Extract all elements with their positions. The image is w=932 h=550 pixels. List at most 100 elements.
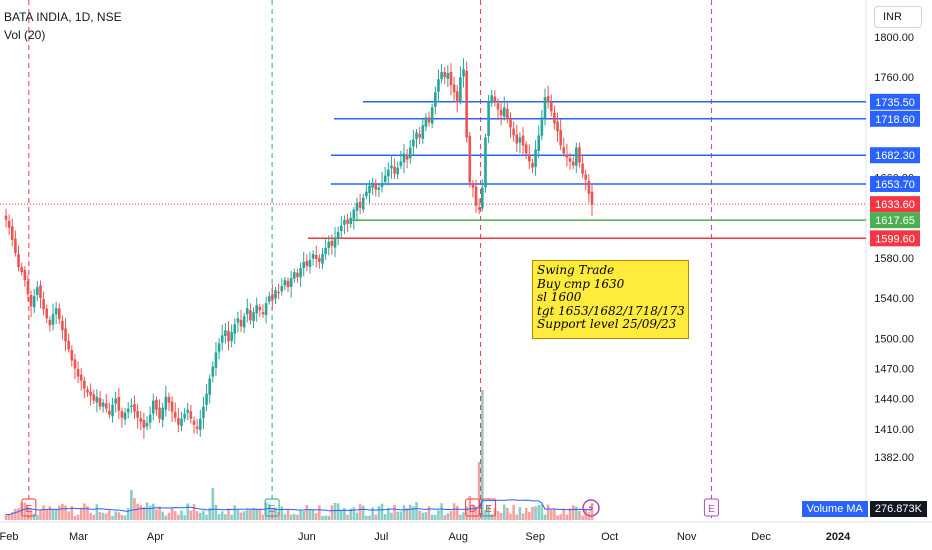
candle-body (95, 396, 99, 403)
volume-bar (446, 513, 450, 520)
candle-body (390, 165, 393, 169)
candle-body (189, 411, 193, 419)
candle-body (481, 187, 484, 209)
time-tick-label: Sep (525, 531, 545, 543)
event-badge-label: E (708, 504, 715, 515)
volume-bar (130, 490, 133, 520)
candle-body (465, 70, 468, 138)
candle-body (493, 96, 497, 102)
volume-bar (449, 511, 453, 520)
volume-bar (402, 505, 406, 520)
volume-bar (399, 511, 403, 520)
volume-bar (490, 514, 494, 520)
candle-body (151, 400, 155, 414)
volume-bar (318, 505, 321, 520)
volume-bar (208, 507, 211, 520)
time-tick-label: Jul (374, 531, 388, 543)
volume-bar (440, 503, 443, 520)
volume-bar (245, 508, 249, 520)
volume-bar (189, 510, 193, 520)
candle-body (111, 404, 114, 417)
symbol-title[interactable]: BATA INDIA, 1D, NSE (4, 10, 122, 24)
candle-body (399, 161, 403, 166)
candle-body (562, 147, 566, 154)
volume-bar (29, 509, 33, 520)
volume-bar (151, 503, 155, 520)
volume-bar (565, 514, 569, 520)
volume-bar (249, 509, 252, 520)
volume-bar (264, 502, 268, 520)
volume-indicator-label[interactable]: Vol (20) (4, 28, 46, 42)
volume-bar (177, 514, 180, 520)
candle-body (14, 238, 17, 253)
candle-body (161, 407, 164, 421)
volume-bar (183, 515, 186, 520)
volume-bar (568, 508, 572, 520)
volume-bar (502, 504, 506, 520)
candle-body (280, 286, 284, 292)
volume-bar (581, 515, 584, 520)
volume-bar (86, 506, 89, 520)
volume-bar (321, 515, 324, 520)
candle-body (346, 219, 349, 224)
candle-body (477, 207, 481, 210)
volume-bar (571, 505, 575, 520)
candle-body (198, 418, 202, 430)
volume-bar (217, 514, 221, 520)
candle-body (499, 109, 503, 116)
volume-bar (292, 513, 296, 520)
volume-bar (405, 508, 409, 520)
candle-body (575, 147, 578, 166)
volume-bar (361, 505, 365, 520)
candle-body (305, 261, 309, 267)
candle-body (239, 319, 243, 327)
candle-body (521, 135, 525, 146)
currency-selector[interactable]: INR (874, 6, 922, 28)
volume-bar (487, 505, 490, 520)
trade-note[interactable]: Swing Trade Buy cmp 1630 sl 1600 tgt 165… (532, 260, 689, 339)
candle-body (4, 215, 8, 220)
candle-body (83, 380, 86, 389)
volume-bar (23, 502, 27, 520)
volume-bar (455, 505, 459, 520)
candle-body (490, 95, 494, 103)
volume-bar (549, 509, 553, 520)
volume-bar (521, 513, 525, 520)
candle-body (192, 420, 196, 425)
candle-body (42, 299, 45, 310)
volume-bar (518, 507, 522, 520)
candle-body (396, 167, 400, 175)
volume-ma-label: Volume MA (801, 501, 868, 517)
volume-bar (349, 508, 353, 520)
volume-bar (380, 503, 384, 520)
volume-bar (537, 504, 541, 520)
volume-bar (415, 502, 418, 520)
volume-bar (239, 512, 243, 520)
candle-body (311, 253, 315, 259)
candle-body (553, 112, 556, 124)
candle-body (264, 303, 268, 316)
candle-body (534, 149, 537, 167)
volume-bar (236, 509, 240, 520)
volume-ma-badge: Volume MA 276.873K (801, 501, 927, 517)
candle-body (377, 187, 381, 190)
candle-body (549, 102, 553, 112)
volume-ma-value: 276.873K (869, 501, 927, 517)
candle-body (255, 305, 258, 314)
candle-body (324, 247, 327, 255)
candle-body (245, 308, 249, 315)
candle-body (148, 414, 152, 423)
volume-bar (468, 496, 472, 520)
volume-bar (117, 512, 121, 520)
volume-bar (95, 504, 99, 520)
candle-body (355, 202, 359, 211)
candle-body (336, 231, 340, 239)
candle-body (177, 418, 180, 425)
volume-bar (158, 506, 161, 520)
volume-bar (202, 510, 205, 520)
candle-body (274, 290, 277, 299)
candle-body (98, 398, 102, 407)
volume-bar (365, 515, 368, 520)
price-tick-label: 1760.00 (874, 72, 914, 84)
